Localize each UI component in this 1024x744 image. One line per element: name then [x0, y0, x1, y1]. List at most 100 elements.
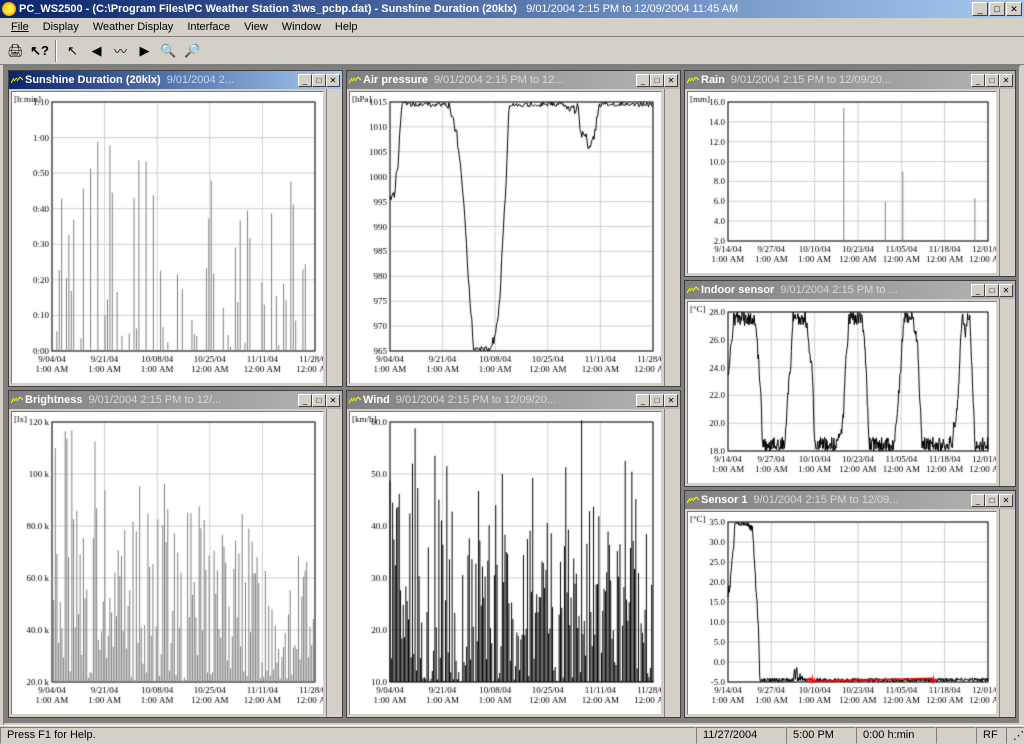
panel-titlebar[interactable]: Air pressure 9/01/2004 2:15 PM to 12..._□… — [347, 71, 680, 89]
panel-close[interactable]: ✕ — [664, 394, 678, 407]
menu-view[interactable]: View — [237, 19, 275, 35]
chart-icon — [349, 395, 361, 405]
context-help-button[interactable]: ↖? — [28, 40, 51, 62]
status-spacer — [936, 727, 976, 744]
panel-subtitle: 9/01/2004 2:15 PM to 12/09/20... — [731, 74, 971, 86]
panel-sensor1[interactable]: Sensor 1 9/01/2004 2:15 PM to 12/09..._□✕ — [684, 490, 1016, 718]
panel-title: Wind — [363, 394, 390, 406]
chart-area[interactable] — [349, 411, 662, 715]
chart-area[interactable] — [11, 411, 324, 715]
panel-close[interactable]: ✕ — [999, 494, 1013, 507]
status-bar: Press F1 for Help. 11/27/2004 5:00 PM 0:… — [0, 725, 1024, 744]
zoom-in-button[interactable]: 🔍 — [157, 40, 180, 62]
panel-minimize[interactable]: _ — [971, 284, 985, 297]
menu-window[interactable]: Window — [275, 19, 328, 35]
scrollbar[interactable] — [664, 409, 680, 717]
next-button[interactable]: ▶ — [133, 40, 156, 62]
prev-button[interactable]: ◀ — [85, 40, 108, 62]
pointer-button[interactable]: ↖ — [61, 40, 84, 62]
panel-close[interactable]: ✕ — [664, 74, 678, 87]
chart-area[interactable] — [687, 91, 997, 274]
scrollbar[interactable] — [664, 89, 680, 386]
panel-close[interactable]: ✕ — [999, 74, 1013, 87]
status-help: Press F1 for Help. — [0, 727, 696, 744]
panel-title: Air pressure — [363, 74, 428, 86]
print-button[interactable]: 🖨 — [4, 40, 27, 62]
panel-minimize[interactable]: _ — [971, 74, 985, 87]
panel-maximize[interactable]: □ — [312, 74, 326, 87]
zoom-out-button[interactable]: 🔎 — [181, 40, 204, 62]
panel-sunshine[interactable]: Sunshine Duration (20klx)9/01/2004 2..._… — [8, 70, 343, 387]
panel-close[interactable]: ✕ — [326, 394, 340, 407]
menu-weather-display[interactable]: Weather Display — [86, 19, 181, 35]
panel-titlebar[interactable]: Sunshine Duration (20klx)9/01/2004 2..._… — [9, 71, 342, 89]
panel-wind[interactable]: Wind 9/01/2004 2:15 PM to 12/09/20..._□✕ — [346, 390, 681, 718]
panel-close[interactable]: ✕ — [326, 74, 340, 87]
panel-minimize[interactable]: _ — [298, 74, 312, 87]
panel-maximize[interactable]: □ — [985, 74, 999, 87]
graph-toggle-button[interactable]: 〰 — [109, 40, 132, 62]
panel-title: Sensor 1 — [701, 494, 747, 506]
panel-minimize[interactable]: _ — [636, 74, 650, 87]
panel-titlebar[interactable]: Rain 9/01/2004 2:15 PM to 12/09/20..._□✕ — [685, 71, 1015, 89]
panel-maximize[interactable]: □ — [650, 74, 664, 87]
maximize-button[interactable]: □ — [989, 2, 1005, 16]
menu-interface[interactable]: Interface — [180, 19, 237, 35]
menu-help[interactable]: Help — [328, 19, 365, 35]
panel-maximize[interactable]: □ — [312, 394, 326, 407]
panel-subtitle: 9/01/2004 2:15 PM to 12/09... — [753, 494, 971, 506]
window-title: PC_WS2500 - (C:\Program Files\PC Weather… — [19, 3, 972, 15]
scrollbar[interactable] — [326, 409, 342, 717]
status-duration: 0:00 h:min — [856, 727, 936, 744]
scrollbar[interactable] — [999, 299, 1015, 486]
panel-subtitle: 9/01/2004 2:15 PM to 12/... — [88, 394, 298, 406]
panel-minimize[interactable]: _ — [971, 494, 985, 507]
chart-area[interactable] — [687, 301, 997, 484]
panel-titlebar[interactable]: Indoor sensor 9/01/2004 2:15 PM to ..._□✕ — [685, 281, 1015, 299]
status-date: 11/27/2004 — [696, 727, 786, 744]
menu-file[interactable]: File — [4, 19, 36, 35]
panel-rain[interactable]: Rain 9/01/2004 2:15 PM to 12/09/20..._□✕ — [684, 70, 1016, 277]
menu-display[interactable]: Display — [36, 19, 86, 35]
panel-titlebar[interactable]: Wind 9/01/2004 2:15 PM to 12/09/20..._□✕ — [347, 391, 680, 409]
status-rf: RF — [976, 727, 1006, 744]
panel-pressure[interactable]: Air pressure 9/01/2004 2:15 PM to 12..._□… — [346, 70, 681, 387]
chart-icon — [687, 285, 699, 295]
chart-icon — [11, 395, 23, 405]
panel-title: Indoor sensor — [701, 284, 774, 296]
chart-icon — [349, 75, 361, 85]
status-time: 5:00 PM — [786, 727, 856, 744]
panel-title: Rain — [701, 74, 725, 86]
close-button[interactable]: ✕ — [1006, 2, 1022, 16]
app-icon — [2, 2, 16, 16]
panel-maximize[interactable]: □ — [985, 284, 999, 297]
main-titlebar: PC_WS2500 - (C:\Program Files\PC Weather… — [0, 0, 1024, 18]
chart-area[interactable] — [349, 91, 662, 384]
panel-subtitle: 9/01/2004 2:15 PM to 12/09/20... — [396, 394, 636, 406]
scrollbar[interactable] — [999, 89, 1015, 276]
panel-minimize[interactable]: _ — [636, 394, 650, 407]
chart-icon — [11, 75, 23, 85]
panel-close[interactable]: ✕ — [999, 284, 1013, 297]
panel-titlebar[interactable]: Brightness 9/01/2004 2:15 PM to 12/..._□✕ — [9, 391, 342, 409]
menu-bar: File Display Weather Display Interface V… — [0, 18, 1024, 37]
panel-maximize[interactable]: □ — [650, 394, 664, 407]
toolbar: 🖨 ↖? ↖ ◀ 〰 ▶ 🔍 🔎 — [0, 37, 1024, 65]
panel-minimize[interactable]: _ — [298, 394, 312, 407]
panel-subtitle: 9/01/2004 2... — [167, 74, 298, 86]
separator — [55, 40, 57, 62]
chart-icon — [687, 75, 699, 85]
panel-subtitle: 9/01/2004 2:15 PM to ... — [780, 284, 971, 296]
scrollbar[interactable] — [326, 89, 342, 386]
panel-maximize[interactable]: □ — [985, 494, 999, 507]
panel-subtitle: 9/01/2004 2:15 PM to 12... — [434, 74, 636, 86]
chart-area[interactable] — [11, 91, 324, 384]
scrollbar[interactable] — [999, 509, 1015, 717]
panel-brightness[interactable]: Brightness 9/01/2004 2:15 PM to 12/..._□✕ — [8, 390, 343, 718]
panel-indoor[interactable]: Indoor sensor 9/01/2004 2:15 PM to ..._□✕ — [684, 280, 1016, 487]
panel-titlebar[interactable]: Sensor 1 9/01/2004 2:15 PM to 12/09..._□✕ — [685, 491, 1015, 509]
minimize-button[interactable]: _ — [972, 2, 988, 16]
chart-area[interactable] — [687, 511, 997, 715]
panel-title: Brightness — [25, 394, 82, 406]
resize-grip[interactable]: ⋰ — [1006, 727, 1024, 744]
